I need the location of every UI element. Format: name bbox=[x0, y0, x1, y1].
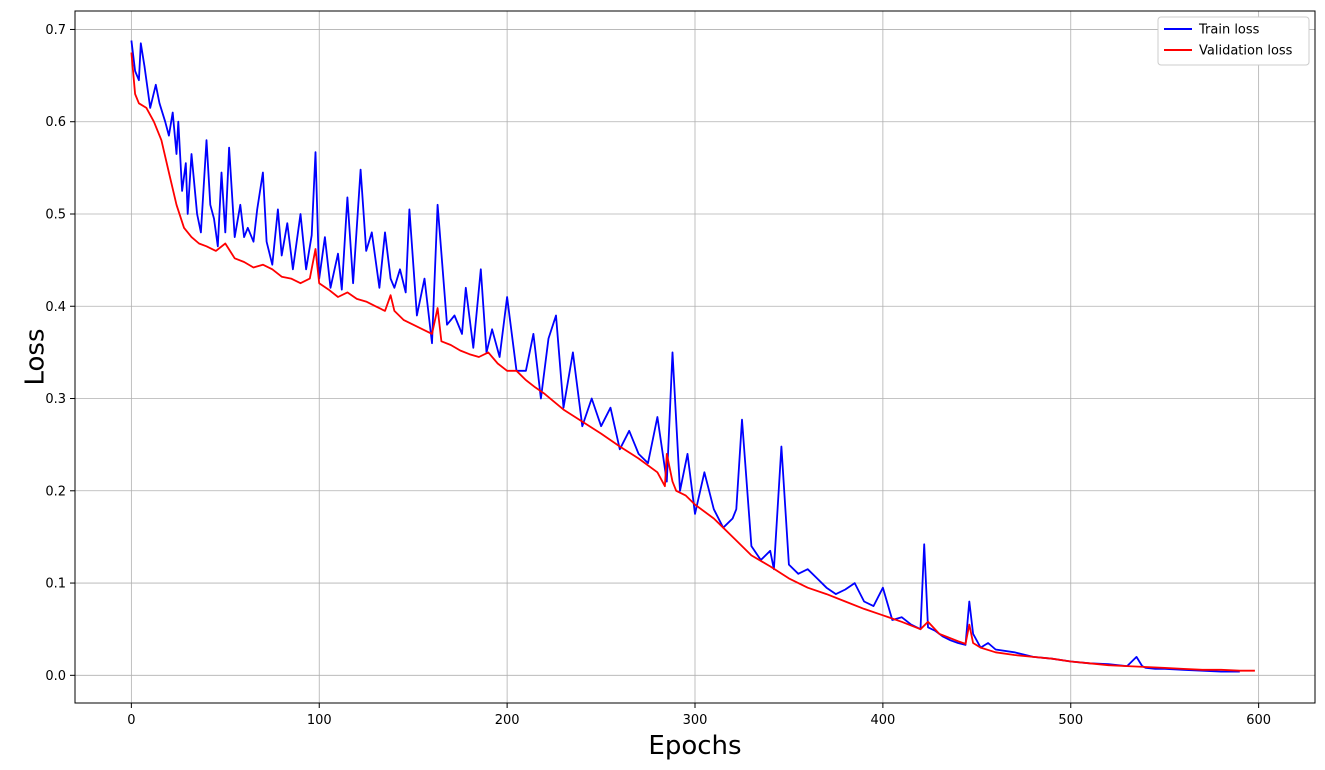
axis-ticks: 0 100 200 300 400 500 600 0.0 0.1 0.2 0.3 0.4 0.5 0.6… bbox=[45, 23, 1271, 728]
x-tick-label: 0 bbox=[127, 713, 135, 728]
series-lines bbox=[130, 40, 1255, 673]
x-axis-label: Epochs bbox=[648, 731, 741, 761]
legend-box bbox=[1157, 16, 1310, 66]
y-tick-label: 0.1 bbox=[45, 577, 66, 592]
y-tick-label: 0.7 bbox=[45, 23, 66, 38]
series-line-validation-loss bbox=[130, 52, 1255, 672]
legend-label-train-loss: Train loss bbox=[1198, 23, 1260, 38]
y-tick-label: 0.3 bbox=[45, 392, 66, 407]
legend: Train loss Validation loss bbox=[1157, 16, 1310, 66]
y-tick-label: 0.0 bbox=[45, 669, 66, 684]
x-tick-label: 500 bbox=[1058, 713, 1083, 728]
y-tick-label: 0.4 bbox=[45, 300, 66, 315]
legend-label-validation-loss: Validation loss bbox=[1199, 44, 1293, 59]
y-axis-label: Loss bbox=[21, 328, 51, 385]
x-tick-label: 100 bbox=[307, 713, 332, 728]
y-tick-label: 0.6 bbox=[45, 115, 66, 130]
y-tick-label: 0.2 bbox=[45, 484, 66, 499]
x-tick-label: 200 bbox=[495, 713, 520, 728]
x-tick-label: 300 bbox=[683, 713, 708, 728]
y-tick-label: 0.5 bbox=[45, 207, 66, 222]
x-tick-label: 600 bbox=[1246, 713, 1271, 728]
grid bbox=[75, 11, 1315, 703]
x-tick-label: 400 bbox=[870, 713, 895, 728]
